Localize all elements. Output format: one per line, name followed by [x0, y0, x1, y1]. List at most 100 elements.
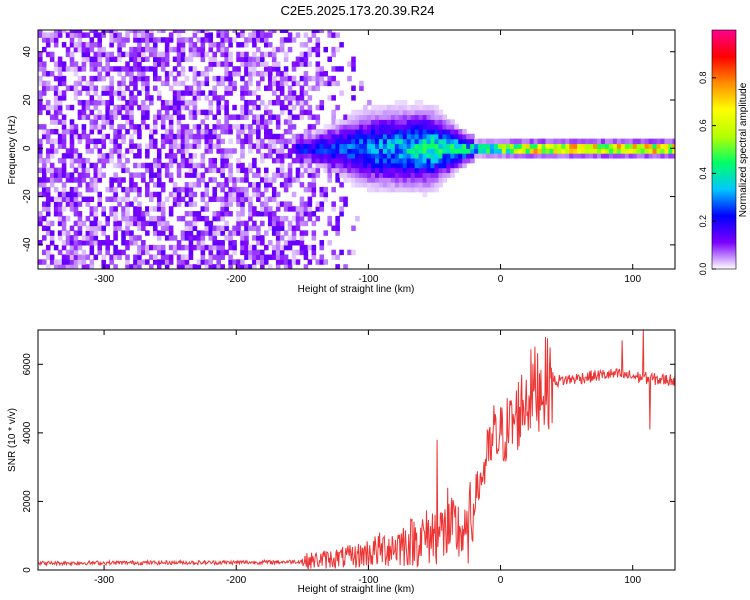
- spectrogram-cell: [283, 201, 289, 207]
- spectrogram-cell: [180, 56, 186, 62]
- spectrogram-cell: [414, 104, 420, 111]
- spectrogram-cell: [184, 75, 190, 82]
- spectrogram-cell: [307, 153, 313, 159]
- spectrogram-cell: [156, 153, 162, 159]
- spectrogram-cell: [256, 128, 261, 135]
- spectrogram-cell: [291, 133, 297, 140]
- spectrogram-cell: [97, 148, 103, 154]
- spectrogram-cell: [172, 182, 178, 188]
- spectrogram-cell: [311, 186, 317, 193]
- spectrogram-cell: [216, 225, 221, 231]
- spectrogram-cell: [553, 153, 558, 159]
- spectrogram-cell: [45, 32, 51, 38]
- spectrogram-cell: [89, 66, 95, 72]
- spectrogram-cell: [390, 182, 396, 188]
- spectrogram-cell: [129, 95, 134, 101]
- spectrogram-cell: [367, 138, 372, 145]
- spectrogram-cell: [351, 61, 356, 67]
- colorbar-tick-label: 0.6: [698, 119, 708, 132]
- spectrogram-cell: [196, 124, 202, 130]
- spectrogram-cell: [299, 211, 305, 217]
- spectrogram-cell: [89, 128, 95, 135]
- spectrogram-cell: [275, 167, 281, 174]
- spectrogram-cell: [378, 157, 384, 164]
- spectrogram-cell: [65, 215, 71, 222]
- spectrogram-cell: [351, 66, 356, 72]
- spectrogram-cell: [382, 109, 388, 116]
- spectrogram-cell: [141, 104, 146, 111]
- spectrogram-cell: [168, 114, 174, 120]
- spectrogram-cell: [256, 61, 261, 67]
- spectrogram-cell: [133, 215, 138, 222]
- spectrogram-cell: [355, 133, 360, 140]
- spectrogram-cell: [129, 138, 134, 145]
- spectrogram-cell: [145, 30, 150, 34]
- spectrogram-cell: [430, 186, 436, 193]
- spectrogram-cell: [61, 80, 67, 87]
- spectrogram-cell: [363, 172, 368, 178]
- spectrogram-cell: [38, 124, 43, 130]
- spectrogram-cell: [125, 32, 130, 38]
- spectrogram-cell: [85, 167, 91, 174]
- spectrogram-cell: [279, 100, 285, 106]
- spectrogram-cell: [192, 215, 198, 222]
- spectrogram-cell: [188, 244, 194, 251]
- spectrogram-cell: [49, 182, 55, 188]
- spectrogram-cell: [529, 143, 535, 149]
- spectrogram-cell: [117, 104, 122, 111]
- spectrogram-cell: [164, 162, 170, 169]
- spectrogram-cell: [256, 124, 261, 130]
- spectrogram-cell: [307, 85, 313, 91]
- spectrogram-cell: [41, 66, 47, 72]
- spectrogram-cell: [137, 128, 142, 135]
- spectrogram-cell: [180, 51, 186, 58]
- spectrogram-cell: [77, 100, 83, 106]
- spectrogram-cell: [295, 177, 301, 183]
- spectrogram-cell: [196, 230, 202, 236]
- spectrogram-cell: [489, 148, 495, 154]
- spectrogram-cell: [164, 153, 170, 159]
- spectrogram-cell: [307, 46, 313, 53]
- spectrogram-cell: [137, 172, 142, 178]
- spectrogram-cell: [244, 225, 249, 231]
- spectrogram-cell: [105, 56, 110, 62]
- spectrogram-cell: [565, 138, 570, 145]
- spectrogram-cell: [256, 196, 261, 203]
- spectrogram-cell: [319, 71, 325, 77]
- spectrogram-cell: [133, 46, 138, 53]
- spectrogram-cell: [93, 162, 99, 169]
- spectrogram-cell: [489, 138, 495, 145]
- spectrogram-cell: [61, 240, 67, 246]
- spectrogram-cell: [315, 104, 321, 111]
- spectrogram-cell: [252, 157, 257, 164]
- spectrogram-cell: [192, 162, 198, 169]
- spectrogram-cell: [323, 186, 329, 193]
- spectrogram-cell: [65, 66, 71, 72]
- spectrogram-cell: [73, 61, 79, 67]
- spectrogram-cell: [105, 157, 110, 164]
- spectrogram-cell: [386, 172, 392, 178]
- spectrogram-cell: [442, 124, 447, 130]
- spectrogram-cell: [303, 75, 309, 82]
- spectrogram-cell: [168, 138, 174, 145]
- spectrogram-cell: [212, 90, 218, 96]
- spectrogram-cell: [275, 157, 281, 164]
- spectrogram-cell: [113, 162, 118, 169]
- spectrogram-cell: [398, 119, 404, 125]
- spectrogram-cell: [299, 109, 305, 116]
- spectrogram-cell: [204, 71, 210, 77]
- spectrogram-cell: [65, 148, 71, 154]
- spectrogram-cell: [267, 211, 273, 217]
- spectrogram-cell: [311, 128, 317, 135]
- spectrogram-cell: [73, 240, 79, 246]
- y-tick-label: 0: [22, 567, 33, 573]
- spectrogram-cell: [513, 138, 519, 145]
- spectrogram-cell: [355, 128, 360, 135]
- spectrogram-cell: [327, 153, 332, 159]
- spectrogram-cell: [49, 220, 55, 227]
- spectrogram-cell: [375, 138, 380, 145]
- spectrogram-cell: [145, 37, 150, 43]
- spectrogram-cell: [145, 186, 150, 193]
- spectrogram-cell: [410, 124, 416, 130]
- spectrogram-cell: [216, 104, 221, 111]
